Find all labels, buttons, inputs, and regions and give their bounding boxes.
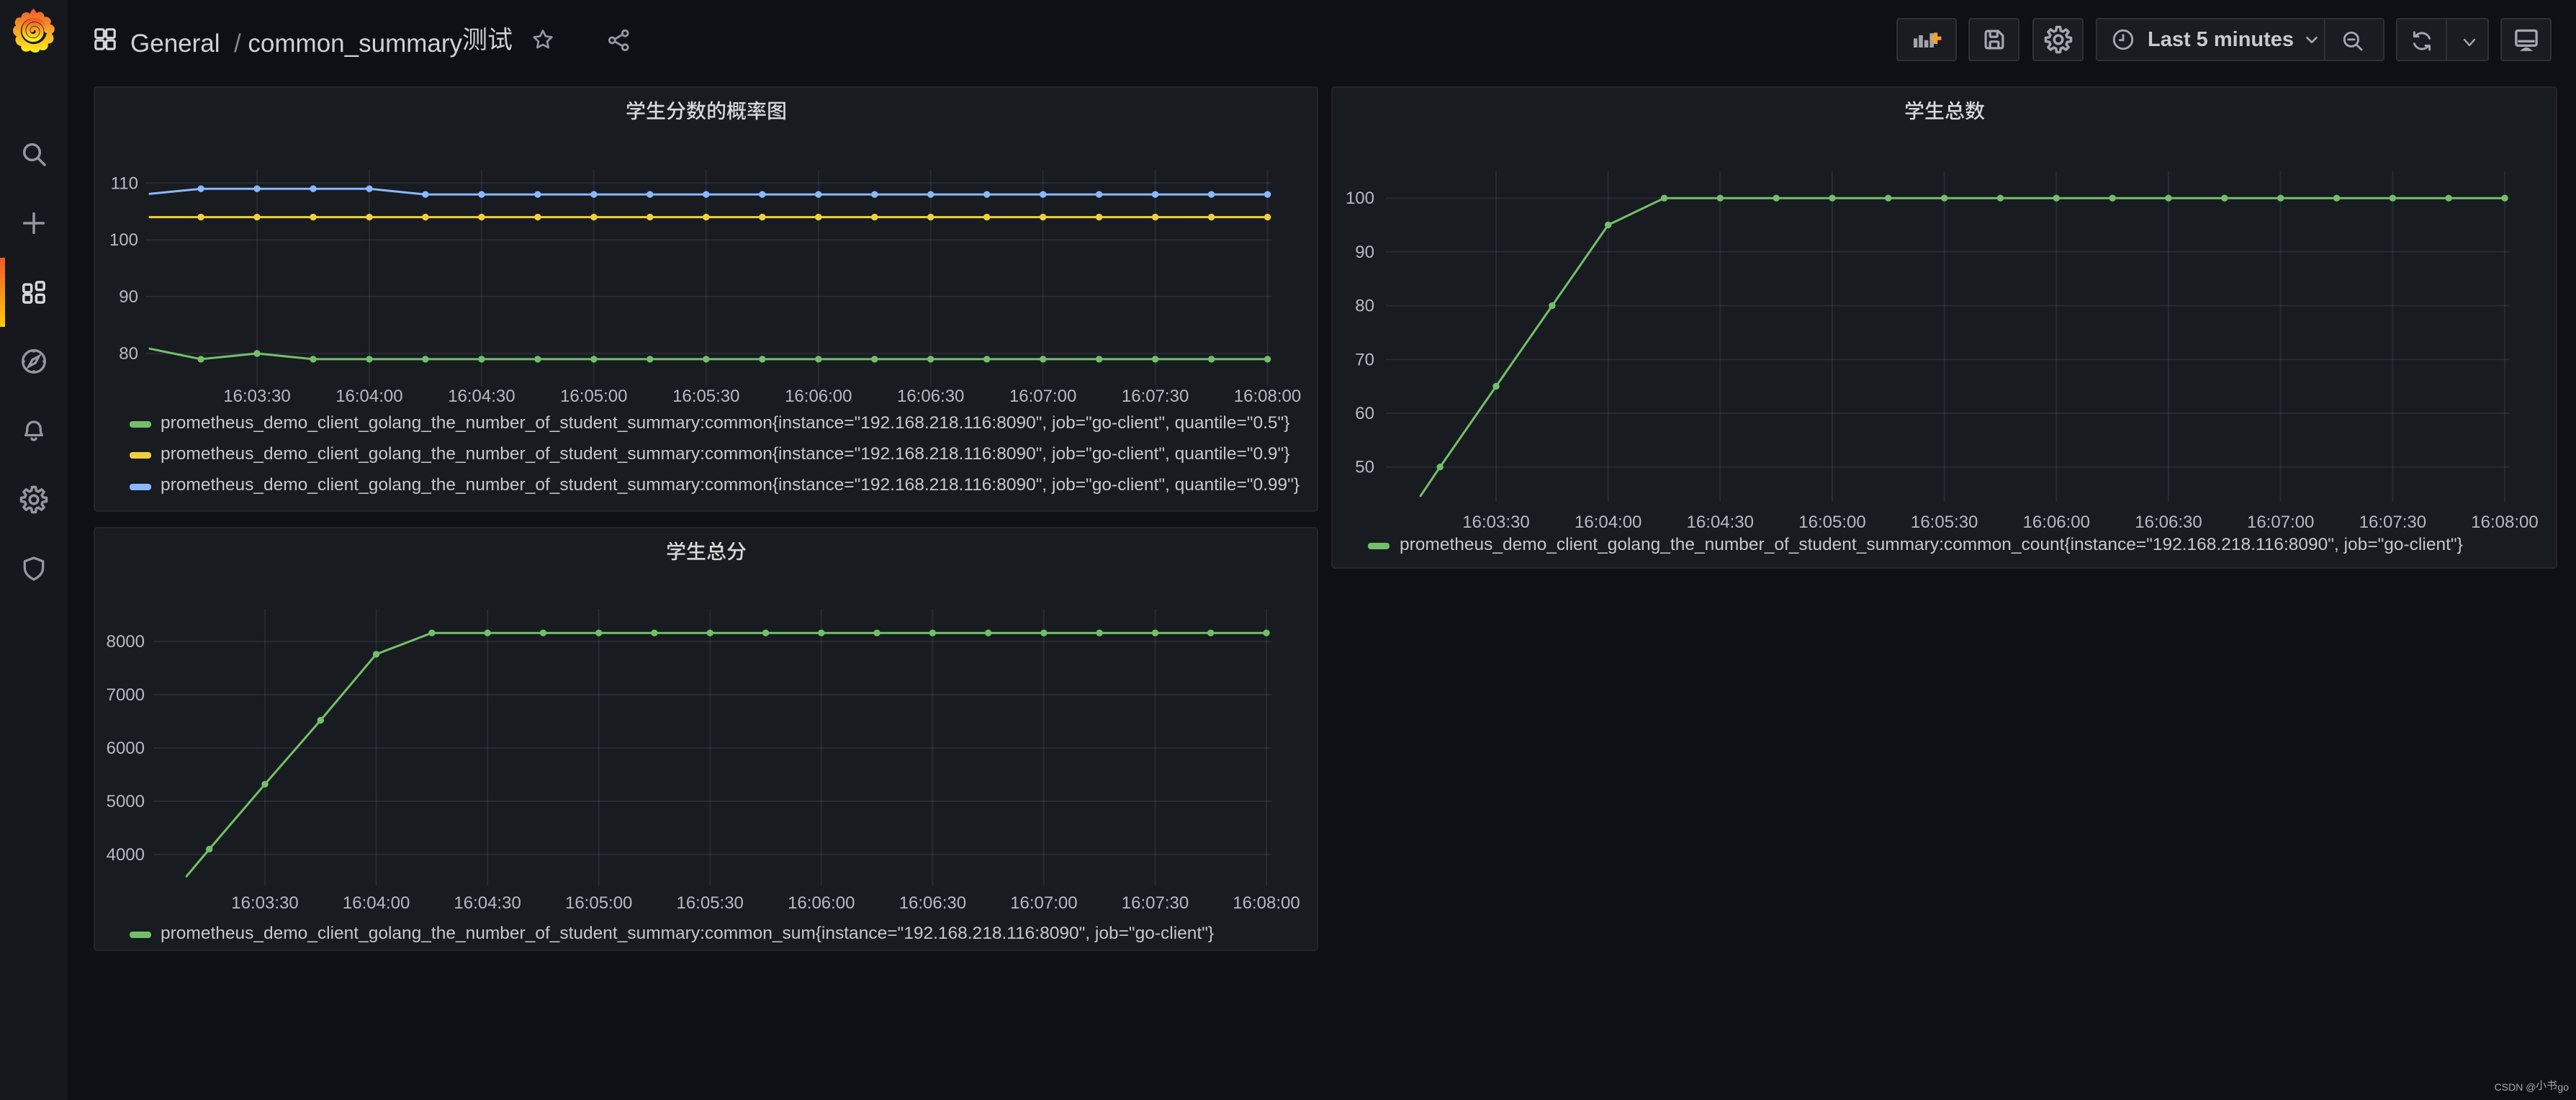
svg-text:70: 70 [1355,350,1374,369]
svg-text:16:06:00: 16:06:00 [788,893,855,913]
svg-text:90: 90 [119,287,138,307]
svg-text:16:03:30: 16:03:30 [223,387,290,406]
svg-text:16:07:00: 16:07:00 [2247,513,2314,532]
svg-text:60: 60 [1355,404,1374,423]
svg-text:16:05:00: 16:05:00 [560,387,627,406]
svg-text:16:04:30: 16:04:30 [454,893,521,913]
svg-text:8000: 8000 [107,632,145,652]
svg-text:100: 100 [109,230,138,250]
svg-text:6000: 6000 [107,739,145,758]
svg-text:80: 80 [1355,297,1374,316]
svg-text:16:06:00: 16:06:00 [2023,513,2090,532]
svg-text:16:03:30: 16:03:30 [231,893,298,913]
svg-text:16:05:30: 16:05:30 [672,387,739,406]
svg-text:16:08:00: 16:08:00 [1233,893,1300,913]
svg-text:16:06:30: 16:06:30 [897,387,964,406]
svg-text:16:07:30: 16:07:30 [1122,893,1189,913]
svg-text:16:07:30: 16:07:30 [2359,513,2426,532]
svg-text:16:05:00: 16:05:00 [1798,513,1865,532]
svg-text:16:03:30: 16:03:30 [1462,513,1529,532]
svg-text:16:04:00: 16:04:00 [1575,513,1641,532]
svg-text:16:07:00: 16:07:00 [1010,893,1077,913]
svg-text:16:07:30: 16:07:30 [1122,387,1189,406]
svg-text:16:06:00: 16:06:00 [785,387,852,406]
svg-text:100: 100 [1346,189,1374,208]
svg-text:16:07:00: 16:07:00 [1009,387,1076,406]
svg-text:90: 90 [1355,243,1374,262]
svg-text:5000: 5000 [107,792,145,811]
svg-text:16:04:30: 16:04:30 [1687,513,1754,532]
svg-text:16:06:30: 16:06:30 [899,893,966,913]
svg-text:4000: 4000 [107,845,145,865]
svg-text:16:05:30: 16:05:30 [676,893,743,913]
svg-text:50: 50 [1355,458,1374,477]
svg-text:7000: 7000 [107,685,145,705]
svg-text:16:08:00: 16:08:00 [2471,513,2538,532]
svg-text:16:08:00: 16:08:00 [1234,387,1301,406]
svg-text:16:04:00: 16:04:00 [335,387,402,406]
svg-text:80: 80 [119,344,138,364]
svg-text:16:05:30: 16:05:30 [1911,513,1978,532]
svg-text:110: 110 [111,173,138,193]
svg-text:16:06:30: 16:06:30 [2135,513,2202,532]
svg-text:16:04:30: 16:04:30 [448,387,515,406]
svg-text:16:05:00: 16:05:00 [565,893,632,913]
svg-text:16:04:00: 16:04:00 [343,893,410,913]
